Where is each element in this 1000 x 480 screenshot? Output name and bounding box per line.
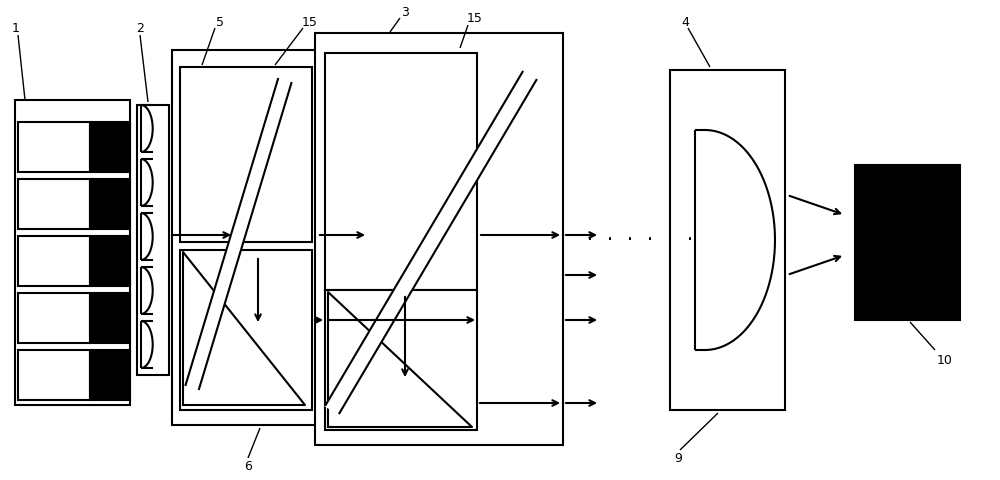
Text: 15: 15 (302, 15, 318, 28)
Polygon shape (185, 78, 292, 390)
Bar (137, 105, 169, 375)
Bar (18, 350, 90, 400)
Bar (90, 236, 130, 286)
Bar (18, 293, 90, 343)
Bar (670, 70, 785, 410)
Bar (325, 290, 477, 430)
Text: 6: 6 (244, 459, 252, 472)
Bar (18, 122, 90, 172)
Bar (180, 67, 312, 242)
Bar (172, 50, 364, 425)
Polygon shape (325, 71, 537, 414)
Text: 3: 3 (401, 5, 409, 19)
Bar (90, 350, 130, 400)
Bar (15, 100, 130, 405)
Bar (180, 250, 312, 410)
Bar (18, 236, 90, 286)
Bar (325, 53, 477, 290)
Bar (90, 293, 130, 343)
Text: 10: 10 (937, 353, 953, 367)
Bar (90, 122, 130, 172)
Bar (90, 179, 130, 229)
Text: 9: 9 (674, 452, 682, 465)
Text: . . . . . .: . . . . . . (585, 226, 695, 244)
Text: 4: 4 (681, 15, 689, 28)
Text: 2: 2 (136, 22, 144, 35)
Text: 5: 5 (216, 15, 224, 28)
Bar (315, 33, 563, 445)
Text: 15: 15 (467, 12, 483, 24)
Bar (855, 165, 960, 320)
Text: 1: 1 (12, 22, 20, 35)
Bar (18, 179, 90, 229)
